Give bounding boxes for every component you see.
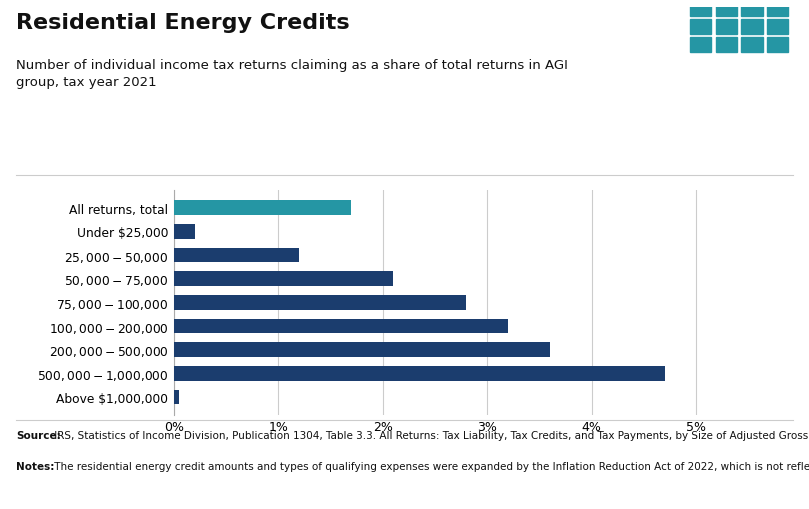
Bar	[716, 20, 737, 35]
Bar	[174, 319, 508, 334]
Text: Residential Energy Credits: Residential Energy Credits	[16, 13, 349, 33]
Bar	[767, 38, 789, 53]
Text: Notes:: Notes:	[16, 461, 54, 471]
Bar	[742, 20, 763, 35]
Text: The residential energy credit amounts and types of qualifying expenses were expa: The residential energy credit amounts an…	[51, 461, 809, 471]
Bar	[690, 2, 711, 17]
Bar	[742, 2, 763, 17]
Bar	[174, 296, 466, 310]
Bar	[174, 248, 299, 263]
Bar	[690, 38, 711, 53]
Bar	[174, 390, 179, 405]
Bar	[767, 2, 789, 17]
Bar	[716, 2, 737, 17]
Text: IRS, Statistics of Income Division, Publication 1304, Table 3.3. All Returns: Ta: IRS, Statistics of Income Division, Publ…	[51, 430, 809, 440]
Bar	[174, 201, 351, 216]
Bar	[174, 272, 393, 287]
Bar	[174, 224, 195, 239]
Text: Source:: Source:	[16, 430, 61, 440]
Bar	[716, 38, 737, 53]
Bar	[174, 343, 550, 357]
Bar	[174, 366, 665, 381]
Bar	[767, 20, 789, 35]
Bar	[742, 38, 763, 53]
Text: TPC: TPC	[718, 61, 759, 80]
Bar	[690, 20, 711, 35]
Text: Number of individual income tax returns claiming as a share of total returns in : Number of individual income tax returns …	[16, 59, 568, 89]
